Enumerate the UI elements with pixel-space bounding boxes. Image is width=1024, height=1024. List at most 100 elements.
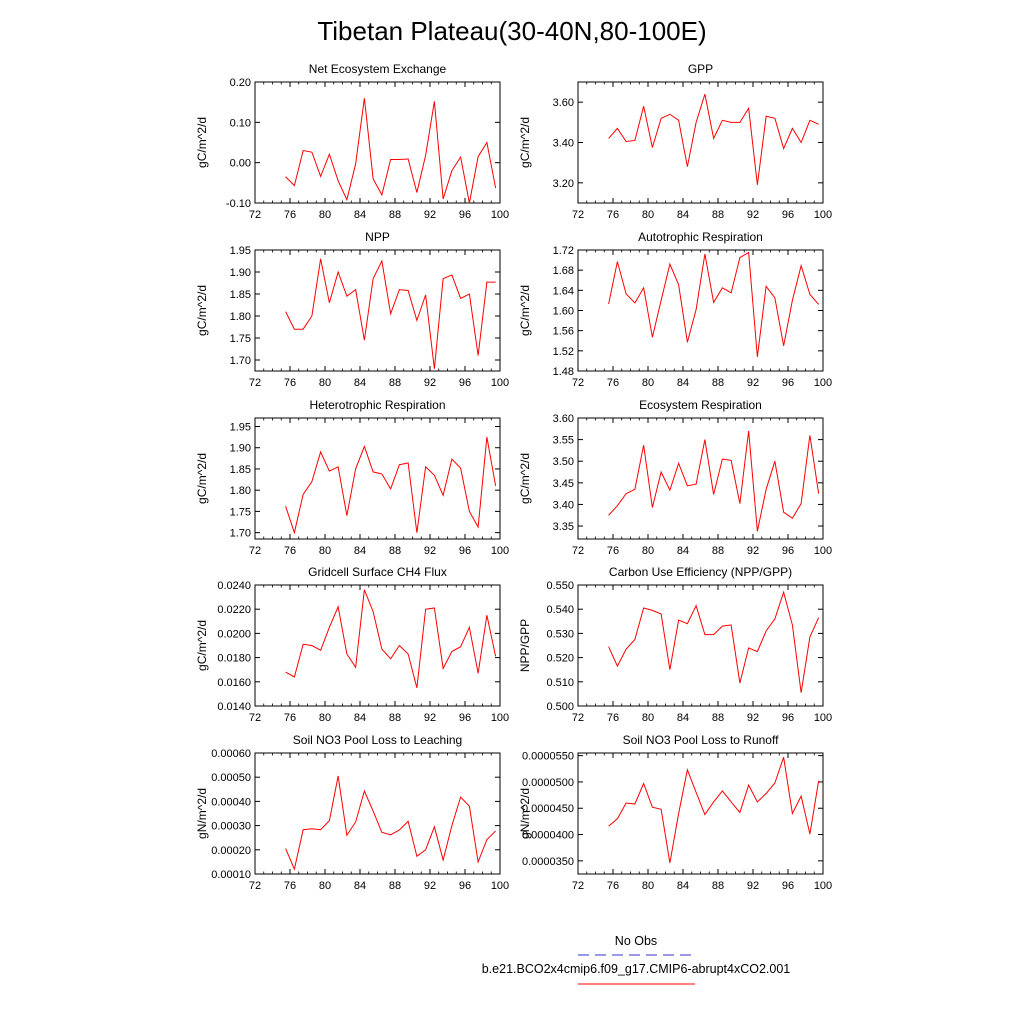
panel-6-xtick-label: 88	[389, 712, 401, 724]
panel-5-xtick-label: 72	[572, 545, 584, 557]
panel-1-xtick-label: 80	[642, 209, 654, 221]
panel-3-xtick-label: 80	[642, 377, 654, 389]
panel-4-ytick-label: 1.85	[230, 464, 251, 476]
panel-3-ytick-label: 1.48	[553, 366, 574, 378]
panel-2-ytick-label: 1.85	[230, 289, 251, 301]
panel-5-xtick-label: 76	[607, 545, 619, 557]
panel-3-xtick-label: 92	[747, 377, 759, 389]
panel-1: GPP 72 76 80 84 88 92 96 100 3.20 3.40 3.60 gC/m^2/d	[518, 62, 832, 221]
panel-5-ytick-label: 3.40	[553, 499, 574, 511]
panel-8-xtick-label: 100	[491, 880, 509, 892]
panel-1-xtick-label: 100	[814, 209, 832, 221]
panel-3-xtick-label: 96	[782, 377, 794, 389]
panel-8: Soil NO3 Pool Loss to Leaching 72 76 80 84 88…	[195, 733, 509, 892]
panel-1-xtick-label: 84	[677, 209, 689, 221]
panel-0-xtick-label: 76	[284, 209, 296, 221]
panel-0-xtick-label: 84	[354, 209, 366, 221]
panel-7-xtick-label: 100	[814, 712, 832, 724]
panel-3-ytick-label: 1.52	[553, 346, 574, 358]
panel-4-ytick-label: 1.95	[230, 421, 251, 433]
panel-5-xtick-label: 88	[712, 545, 724, 557]
panel-0-xtick-label: 80	[319, 209, 331, 221]
panel-0-xtick-label: 96	[459, 209, 471, 221]
panel-2-ytick-label: 1.70	[230, 355, 251, 367]
panel-2-ytick-label: 1.90	[230, 267, 251, 279]
figure-title: Tibetan Plateau(30-40N,80-100E)	[317, 16, 706, 46]
panel-5-xtick-label: 80	[642, 545, 654, 557]
panel-5-xtick-label: 92	[747, 545, 759, 557]
panel-5-ytick-label: 3.55	[553, 435, 574, 447]
panel-0-title: Net Ecosystem Exchange	[309, 62, 447, 76]
panel-6-series-line	[285, 589, 497, 688]
panel-8-ytick-label: 0.00050	[211, 772, 251, 784]
panel-5-title: Ecosystem Respiration	[639, 398, 762, 412]
panel-5-ytick-label: 3.60	[553, 413, 574, 425]
panel-4-ylabel: gC/m^2/d	[195, 453, 209, 504]
panel-0-ylabel: gC/m^2/d	[195, 117, 209, 168]
panel-8-xtick-label: 88	[389, 880, 401, 892]
panel-5-ylabel: gC/m^2/d	[518, 453, 532, 504]
panel-7-xtick-label: 84	[677, 712, 689, 724]
panel-2-title: NPP	[365, 230, 390, 244]
panel-7-xtick-label: 88	[712, 712, 724, 724]
panel-2: NPP 72 76 80 84 88 92 96 100 1.70 1.75 1.80 1.85 1.90…	[195, 230, 509, 389]
panel-9-xtick-label: 92	[747, 880, 759, 892]
panel-7-title: Carbon Use Efficiency (NPP/GPP)	[609, 565, 792, 579]
panel-4-frame	[254, 417, 501, 540]
panel-4-ytick-label: 1.70	[230, 528, 251, 540]
panel-0-ytick-label: 0.00	[230, 158, 251, 170]
panel-9-ytick-label: 0.0000550	[522, 751, 574, 763]
panel-7-xtick-label: 96	[782, 712, 794, 724]
panel-4: Heterotrophic Respiration 72 76 80 84 88 92 96 1…	[195, 398, 509, 557]
panel-0-xtick-label: 72	[249, 209, 261, 221]
panel-4-ytick-label: 1.80	[230, 485, 251, 497]
panel-7-xtick-label: 80	[642, 712, 654, 724]
panel-2-ylabel: gC/m^2/d	[195, 285, 209, 336]
panel-0-series-line	[285, 98, 497, 204]
panel-4-xtick-label: 88	[389, 545, 401, 557]
panel-6-ytick-label: 0.0240	[217, 580, 251, 592]
panel-8-series-line	[285, 775, 496, 871]
panel-8-xtick-label: 96	[459, 880, 471, 892]
panel-7-ytick-label: 0.510	[546, 677, 574, 689]
panel-5: Ecosystem Respiration 72 76 80 84 88 92 96 100 3.…	[518, 398, 832, 557]
panel-8-xtick-label: 84	[354, 880, 366, 892]
panel-6-ytick-label: 0.0160	[217, 677, 251, 689]
panel-9-xtick-label: 84	[677, 880, 689, 892]
panel-3: Autotrophic Respiration 72 76 80 84 88 92 96 100…	[518, 230, 832, 389]
panel-4-title: Heterotrophic Respiration	[309, 398, 445, 412]
panel-2-xtick-label: 84	[354, 377, 366, 389]
panel-5-ytick-label: 3.50	[553, 456, 574, 468]
panel-6-ylabel: gC/m^2/d	[195, 620, 209, 671]
panel-1-ytick-label: 3.60	[553, 97, 574, 109]
panel-6-xtick-label: 76	[284, 712, 296, 724]
panel-grid: Net Ecosystem Exchange 72 76 80 84 88 92 96 100 -…	[195, 62, 832, 892]
panel-0-ytick-label: -0.10	[226, 198, 251, 210]
panel-7-xtick-label: 76	[607, 712, 619, 724]
panel-0-frame	[254, 81, 501, 204]
panel-7-ytick-label: 0.530	[546, 628, 574, 640]
panel-8-xtick-label: 92	[424, 880, 436, 892]
panel-6: Gridcell Surface CH4 Flux 72 76 80 84 88 92 96 1…	[195, 565, 509, 724]
panel-6-xtick-label: 96	[459, 712, 471, 724]
panel-4-ytick-label: 1.75	[230, 506, 251, 518]
panel-3-series-line	[608, 251, 820, 357]
panel-6-title: Gridcell Surface CH4 Flux	[308, 565, 447, 579]
panel-3-xtick-label: 84	[677, 377, 689, 389]
panel-4-xtick-label: 100	[491, 545, 509, 557]
panel-3-xtick-label: 72	[572, 377, 584, 389]
panel-4-ytick-label: 1.90	[230, 443, 251, 455]
panel-4-xtick-label: 76	[284, 545, 296, 557]
panel-6-ytick-label: 0.0180	[217, 653, 251, 665]
panel-1-xtick-label: 76	[607, 209, 619, 221]
panel-0-xtick-label: 92	[424, 209, 436, 221]
panel-9-xtick-label: 72	[572, 880, 584, 892]
legend-label-model-run: b.e21.BCO2x4cmip6.f09_g17.CMIP6-abrupt4x…	[482, 962, 791, 976]
panel-2-xtick-label: 76	[284, 377, 296, 389]
panel-8-frame	[254, 752, 501, 875]
panel-0-ytick-label: 0.20	[230, 77, 251, 89]
panel-1-xtick-label: 72	[572, 209, 584, 221]
panel-9-title: Soil NO3 Pool Loss to Runoff	[623, 733, 780, 747]
panel-5-xtick-label: 96	[782, 545, 794, 557]
